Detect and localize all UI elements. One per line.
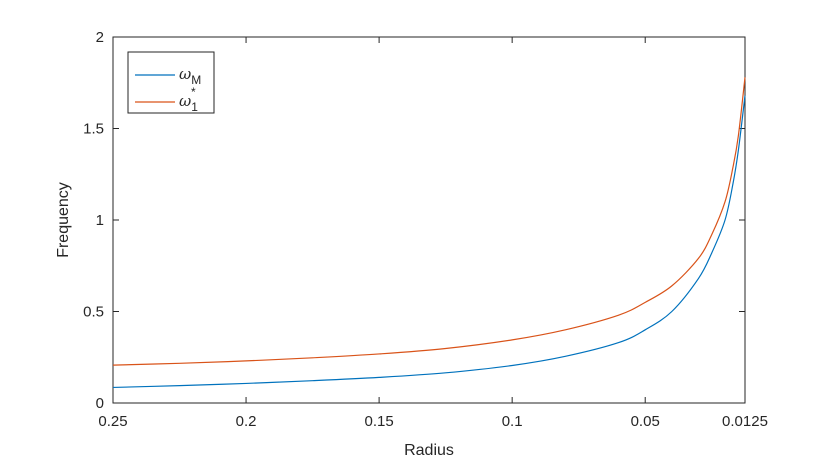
x-tick-label: 0.05 [631, 413, 660, 430]
legend-symbol: ω [179, 92, 191, 110]
legend-superscript: * [191, 85, 196, 99]
legend-subscript: 1 [191, 100, 198, 114]
series-layer [112, 77, 746, 389]
x-tick-label: 0.2 [236, 413, 257, 430]
legend-subscript: M [191, 73, 201, 87]
legend-symbol: ω [179, 65, 191, 83]
y-tick-label: 2 [96, 29, 104, 46]
x-tick-label: 0.0125 [722, 413, 768, 430]
plot-area [112, 36, 746, 404]
series-line-1 [112, 77, 746, 366]
y-tick-label: 0.5 [83, 304, 104, 321]
x-tick-label: 0.1 [502, 413, 523, 430]
y-tick-label: 1 [96, 212, 104, 229]
y-axis-label: Frequency [55, 182, 72, 258]
tick-layer: 0.25 0.2 0.15 0.1 0.05 0.0125 0 0.5 1 1.5 2 [83, 29, 768, 430]
y-tick-label: 0 [96, 395, 104, 412]
x-tick-label: 0.15 [365, 413, 394, 430]
x-axis-label: Radius [404, 442, 454, 459]
x-tick-label: 0.25 [98, 413, 127, 430]
legend-label-0: ωM [179, 65, 201, 87]
legend-label-1: ω1 [179, 92, 198, 114]
y-tick-label: 1.5 [83, 121, 104, 138]
legend-box [127, 51, 215, 114]
series-line-0 [112, 95, 746, 389]
